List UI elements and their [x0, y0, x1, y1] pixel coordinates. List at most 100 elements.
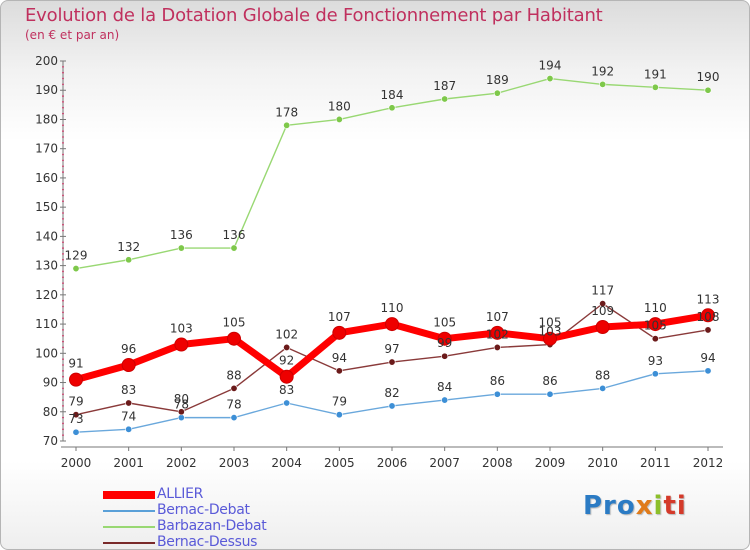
data-label-bernac-debat: 78	[226, 398, 241, 412]
data-label-barbazan-debat: 191	[644, 67, 667, 81]
data-label-bernac-debat: 82	[384, 386, 399, 400]
data-point-bernac-dessus	[704, 326, 712, 334]
data-point-bernac-dessus	[335, 367, 343, 375]
y-tick-label: 200	[35, 54, 58, 68]
data-point-bernac-debat	[177, 414, 185, 422]
y-minor-tick	[62, 282, 64, 285]
y-tick-label: 170	[35, 142, 58, 156]
y-minor-tick	[62, 106, 64, 109]
y-minor-tick	[62, 101, 64, 103]
data-label-bernac-debat: 78	[174, 398, 189, 412]
data-point-allier	[69, 372, 83, 387]
data-label-bernac-debat: 79	[332, 395, 347, 409]
data-label-bernac-dessus: 97	[384, 342, 399, 356]
x-tick-label: 2005	[324, 456, 355, 470]
data-point-allier	[121, 358, 136, 372]
logo-part: x	[635, 491, 654, 521]
data-point-bernac-debat	[441, 396, 449, 404]
y-tick-label: 110	[35, 317, 58, 331]
data-point-bernac-debat	[388, 402, 396, 410]
proxiti-logo: Proxiti	[583, 491, 687, 521]
y-minor-tick	[62, 141, 64, 144]
y-minor-tick	[62, 182, 64, 185]
data-label-barbazan-debat: 136	[223, 228, 246, 242]
x-tick-label: 2003	[219, 456, 250, 470]
y-minor-tick	[62, 247, 64, 249]
data-point-allier	[279, 369, 294, 384]
data-label-allier: 110	[381, 301, 404, 315]
data-label-bernac-debat: 88	[595, 368, 610, 382]
data-label-bernac-dessus: 102	[275, 327, 298, 341]
y-tick-label: 150	[35, 200, 58, 214]
data-label-bernac-debat: 74	[121, 409, 136, 423]
data-label-barbazan-debat: 178	[275, 105, 298, 119]
legend-item-barbazan-debat: Barbazan-Debat	[103, 518, 403, 535]
data-point-bernac-dessus	[441, 352, 449, 360]
data-label-bernac-dessus: 99	[437, 336, 452, 350]
y-tick-label: 140	[35, 229, 58, 243]
y-minor-tick	[62, 65, 64, 68]
y-tick-label: 160	[35, 171, 58, 185]
chart-subtitle: (en € et par an)	[25, 28, 120, 42]
y-minor-tick	[62, 83, 64, 86]
data-point-allier	[227, 331, 241, 346]
y-minor-tick	[62, 358, 64, 361]
x-tick-label: 2009	[535, 456, 566, 470]
legend-swatch-bernac-dessus	[103, 542, 155, 544]
data-point-allier	[648, 317, 663, 332]
data-point-bernac-debat	[335, 411, 343, 419]
data-point-bernac-dessus	[125, 399, 133, 407]
y-minor-tick	[62, 212, 64, 214]
series-line-bernac-debat	[75, 370, 709, 433]
data-label-bernac-dessus: 79	[68, 395, 83, 409]
legend-item-allier: ALLIER	[103, 486, 403, 503]
legend-item-bernac-debat: Bernac-Debat	[103, 502, 403, 519]
y-minor-tick	[62, 428, 64, 431]
y-minor-tick	[62, 71, 64, 74]
y-tick-label: 100	[35, 346, 58, 360]
y-minor-tick	[62, 153, 64, 156]
data-label-bernac-dessus: 83	[121, 383, 136, 397]
y-tick-label: 190	[35, 83, 58, 97]
y-minor-tick	[62, 253, 64, 255]
data-label-bernac-debat: 84	[437, 380, 452, 394]
data-point-barbazan-debat	[125, 256, 133, 264]
x-tick-label: 2006	[377, 456, 408, 470]
data-point-bernac-debat	[599, 384, 607, 392]
data-label-bernac-debat: 73	[68, 412, 83, 426]
y-minor-tick	[62, 393, 64, 396]
legend-swatch-allier	[103, 491, 155, 499]
data-label-bernac-dessus: 103	[539, 325, 562, 339]
y-minor-tick	[62, 334, 64, 337]
data-label-allier: 105	[433, 316, 456, 330]
data-label-barbazan-debat: 194	[539, 59, 562, 73]
data-point-allier	[332, 325, 347, 340]
data-label-barbazan-debat: 187	[433, 79, 456, 93]
data-label-bernac-dessus: 102	[486, 327, 509, 341]
data-point-allier	[437, 331, 452, 346]
y-minor-tick	[62, 95, 64, 97]
legend-item-bernac-dessus: Bernac-Dessus	[103, 534, 403, 550]
x-tick-label: 2010	[587, 456, 618, 470]
data-point-bernac-debat	[493, 390, 501, 398]
data-point-barbazan-debat	[388, 104, 396, 112]
data-point-barbazan-debat	[441, 95, 449, 103]
x-tick-label: 2012	[693, 456, 724, 470]
data-point-barbazan-debat	[704, 86, 712, 94]
y-tick-label: 70	[43, 434, 58, 448]
data-point-allier	[490, 325, 505, 340]
data-label-allier: 105	[539, 316, 562, 330]
y-minor-tick	[62, 171, 64, 173]
y-minor-tick	[62, 200, 64, 203]
legend-label-bernac-dessus: Bernac-Dessus	[157, 534, 258, 550]
data-point-bernac-debat	[283, 399, 291, 407]
data-point-barbazan-debat	[651, 83, 659, 91]
data-point-allier	[385, 317, 399, 332]
logo-part: Pro	[583, 491, 636, 521]
data-label-bernac-dessus: 108	[697, 310, 720, 324]
data-label-allier: 107	[328, 310, 351, 324]
y-minor-tick	[62, 369, 64, 372]
data-point-barbazan-debat	[283, 121, 291, 129]
y-minor-tick	[62, 405, 64, 407]
logo-part: ti	[663, 491, 687, 521]
